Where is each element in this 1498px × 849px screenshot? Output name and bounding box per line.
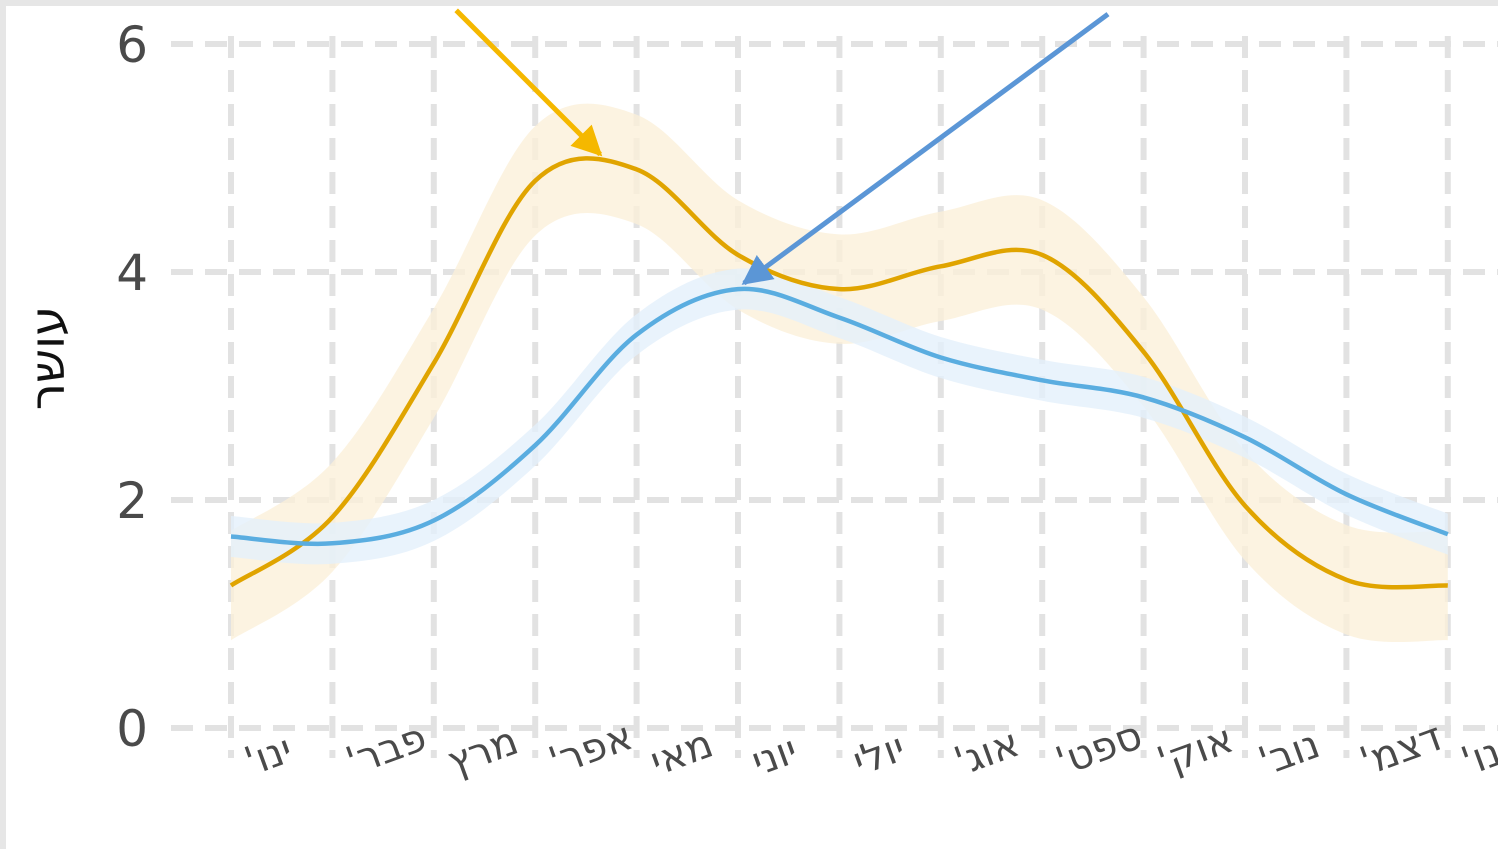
series-1-point — [330, 515, 334, 519]
series-1-point — [229, 584, 233, 588]
annotation-arrow-1 — [454, 8, 603, 157]
series-1-point — [736, 253, 740, 257]
series-2-band — [231, 268, 1448, 565]
series-1-line — [229, 156, 1448, 590]
series-2-point — [1344, 492, 1348, 496]
x-tick-label: ינו' — [239, 726, 299, 785]
series-2-point — [533, 443, 537, 447]
series-2-point — [229, 534, 233, 538]
series-2-point — [1243, 435, 1247, 439]
y-tick-label: 4 — [116, 244, 148, 302]
series-2-point — [1142, 395, 1146, 399]
x-tick-label: פבר' — [340, 714, 432, 785]
series-1-point — [432, 361, 436, 365]
series-1-point — [635, 167, 639, 171]
gridlines — [171, 36, 1498, 758]
series-1-point — [837, 287, 841, 291]
series-2-point — [330, 541, 334, 545]
series-2-point — [939, 356, 943, 360]
series-1-point — [1344, 578, 1348, 582]
x-tick-label: ספט' — [1050, 712, 1148, 785]
y-tick-label: 6 — [116, 16, 148, 74]
series-1-point — [1142, 350, 1146, 354]
series-2-point — [635, 333, 639, 337]
y-axis-label: עושר — [20, 306, 76, 410]
series-1-point — [1243, 504, 1247, 508]
series-1-point — [1446, 584, 1450, 588]
y-tick-label: 2 — [116, 472, 148, 530]
x-tick-label: ינו' — [1455, 726, 1498, 785]
series-2-point — [1040, 378, 1044, 382]
series-2-point — [1446, 532, 1450, 536]
annotation-arrow-2 — [741, 12, 1110, 286]
series-2-line — [230, 286, 1449, 547]
y-tick-label: 0 — [116, 700, 148, 758]
series-1-band — [231, 103, 1448, 643]
series-1-point — [939, 264, 943, 268]
series-2-point — [837, 316, 841, 320]
x-tick-label: אפר' — [543, 713, 639, 785]
chart-frame: 0 2 4 6 עושר ינו' פבר' מרץ אפר' מאי יוני יולי אוג' ספ… — [6, 6, 1498, 849]
series-1-point — [533, 179, 537, 183]
x-tick-label: יולי — [847, 725, 911, 786]
series-1-point — [1040, 253, 1044, 257]
x-tick-label: דצמ' — [1354, 714, 1448, 786]
series-2-point — [432, 519, 436, 523]
series-2-point — [736, 287, 740, 291]
x-tick-label: יוני — [746, 727, 804, 786]
